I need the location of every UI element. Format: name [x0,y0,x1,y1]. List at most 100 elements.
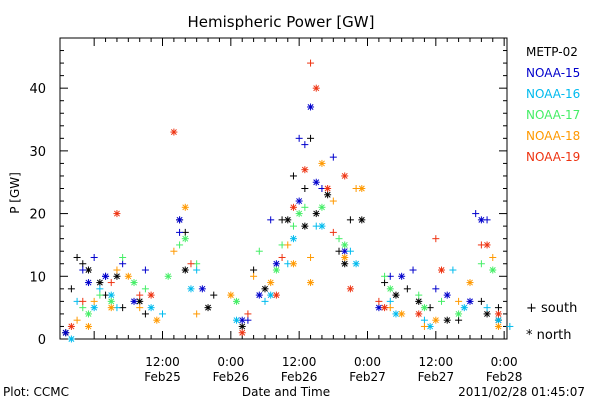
x-tick-time: 12:00 [145,355,180,369]
data-points [62,59,514,343]
y-tick-label: 10 [29,270,46,285]
x-tick-time: 0:00 [491,355,518,369]
x-tick-date: Feb26 [281,370,318,384]
south-point [176,228,184,236]
south-point [73,253,81,261]
north-point [438,266,446,274]
north-point [153,316,161,324]
north-point [301,222,309,230]
y-axis-label: P [GW] [8,172,22,214]
south-point [79,304,87,312]
south-point [335,235,343,243]
north-point [318,159,326,167]
north-point [181,203,189,211]
x-tick-date: Feb26 [213,370,250,384]
south-point [170,247,178,255]
south-point [119,260,127,268]
north-point [312,210,320,218]
south-point [329,228,337,236]
north-point [84,279,92,287]
north-point [187,285,195,293]
plot-frame [59,37,508,340]
south-point [432,235,440,243]
north-point [198,285,206,293]
legend-item: NOAA-16 [526,87,580,101]
north-point [494,316,502,324]
x-tick-date: Feb25 [144,370,181,384]
north-point [341,253,349,261]
south-point [346,247,354,255]
south-point [278,253,286,261]
north-point [312,178,320,186]
north-point [392,310,400,318]
south-point [301,185,309,192]
legend-item: NOAA-19 [526,150,580,164]
north-point [233,316,241,324]
south-point [386,297,394,305]
south-point [107,279,115,287]
north-point [432,316,440,324]
south-point [449,266,457,274]
north-point [102,272,110,280]
south-point [193,266,201,274]
footer-left: Plot: CCMC [3,385,69,399]
north-point [284,216,292,224]
south-point [289,222,297,230]
south-point [141,285,149,293]
south-point [477,297,485,305]
chart-title: Hemispheric Power [GW] [188,13,375,31]
south-point [113,266,121,274]
north-point [398,310,406,318]
north-point [341,241,349,249]
north-point [113,272,121,280]
south-point [420,316,428,324]
x-tick-date: Feb27 [349,370,386,384]
north-point [318,222,326,230]
y-tick-label: 40 [29,82,46,97]
north-point [415,297,423,305]
south-point [381,272,389,280]
south-point [375,297,383,305]
north-point [341,172,349,180]
x-tick-time: 0:00 [217,355,244,369]
x-tick-time: 12:00 [282,355,317,369]
south-point [158,310,166,318]
north-point [181,235,189,243]
north-point [272,291,280,299]
north-point [295,210,303,218]
south-point [176,241,184,249]
north-point [443,316,451,324]
north-point [96,279,104,287]
north-point [170,128,178,136]
south-point [307,59,315,67]
south-point [67,285,75,293]
south-point [301,141,309,149]
south-point [506,322,514,330]
north-point [176,216,184,224]
north-point [392,291,400,299]
south-point [489,253,497,261]
south-point [477,260,485,268]
south-point [255,247,263,255]
south-point [90,253,98,261]
north-point [443,291,451,299]
north-point [62,329,70,337]
north-point [107,297,115,305]
south-point [409,266,417,274]
y-tick-label: 0 [38,333,46,348]
north-point [130,279,138,287]
north-point [130,297,138,305]
y-tick-label: 30 [29,145,46,160]
footer-right: 2011/02/28 01:45:07 [458,385,585,399]
x-tick-date: Feb27 [418,370,455,384]
north-point [341,247,349,255]
north-point [420,304,428,312]
north-point [164,272,172,280]
north-point [90,304,98,312]
south-point [261,297,269,305]
south-point [193,310,201,318]
y-tick-label: 20 [29,208,46,223]
north-point [204,304,212,312]
south-point [210,291,218,299]
north-point [466,279,474,287]
